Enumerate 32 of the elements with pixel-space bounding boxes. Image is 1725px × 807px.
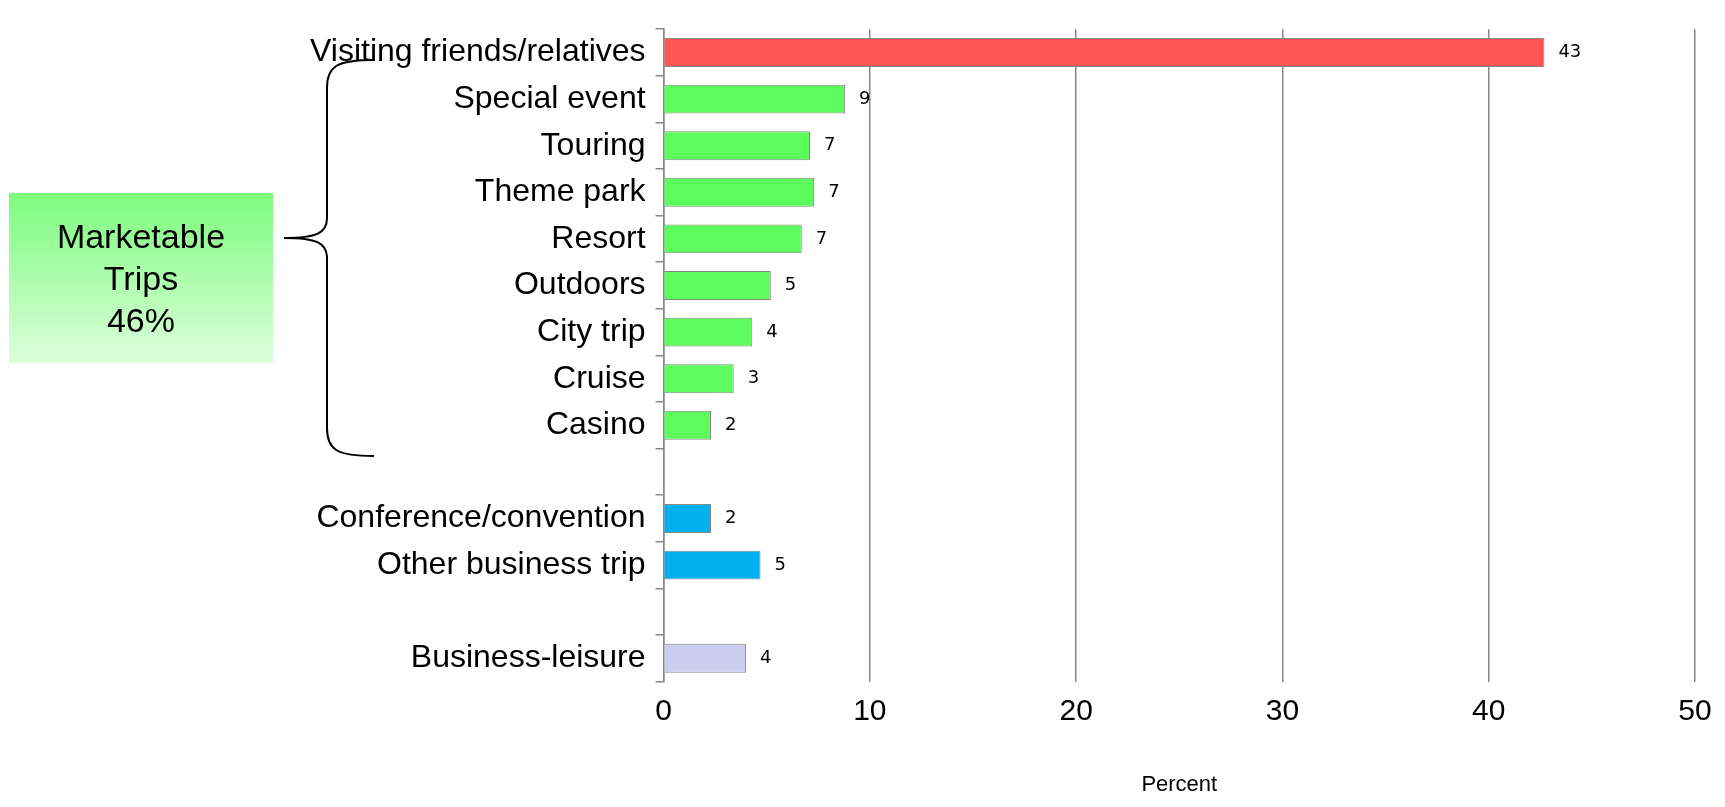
data-label: 7 (815, 226, 828, 248)
data-label: 5 (784, 273, 797, 295)
y-tick-label: Theme park (474, 172, 647, 209)
y-tick-label: Outdoors (513, 265, 646, 302)
x-tick-label: 50 (1678, 692, 1712, 726)
data-label: 5 (774, 552, 786, 574)
y-tick-label: Business-leisure (410, 638, 646, 675)
x-tick-label: 10 (853, 692, 887, 726)
y-tick-label: Other business trip (377, 544, 646, 581)
x-axis-title: Percent (1141, 770, 1218, 796)
x-tick-label: 0 (655, 692, 672, 726)
data-label: 43 (1558, 40, 1582, 62)
y-tick-label: Conference/convention (316, 498, 646, 535)
y-tick-label: Resort (551, 218, 646, 255)
data-label: 7 (824, 133, 836, 155)
data-label: 4 (766, 319, 778, 341)
text: Marketable Trips 46% (9, 193, 273, 363)
x-tick-label: 40 (1472, 692, 1506, 726)
data-label: 4 (760, 645, 772, 667)
data-label: 3 (747, 366, 760, 388)
data-label: 7 (828, 179, 840, 201)
y-tick-label: Visiting friends/relatives (310, 32, 646, 69)
data-label: 2 (725, 506, 737, 528)
y-tick-label: Casino (545, 405, 646, 442)
x-tick-label: 20 (1059, 692, 1093, 726)
y-tick-label: Cruise (553, 358, 646, 395)
data-label: 9 (859, 86, 871, 108)
data-label: 2 (725, 412, 737, 434)
y-tick-label: Touring (540, 125, 646, 162)
x-tick-label: 30 (1265, 692, 1300, 726)
y-tick-label: City trip (537, 311, 646, 348)
y-tick-label: Special event (453, 78, 646, 115)
